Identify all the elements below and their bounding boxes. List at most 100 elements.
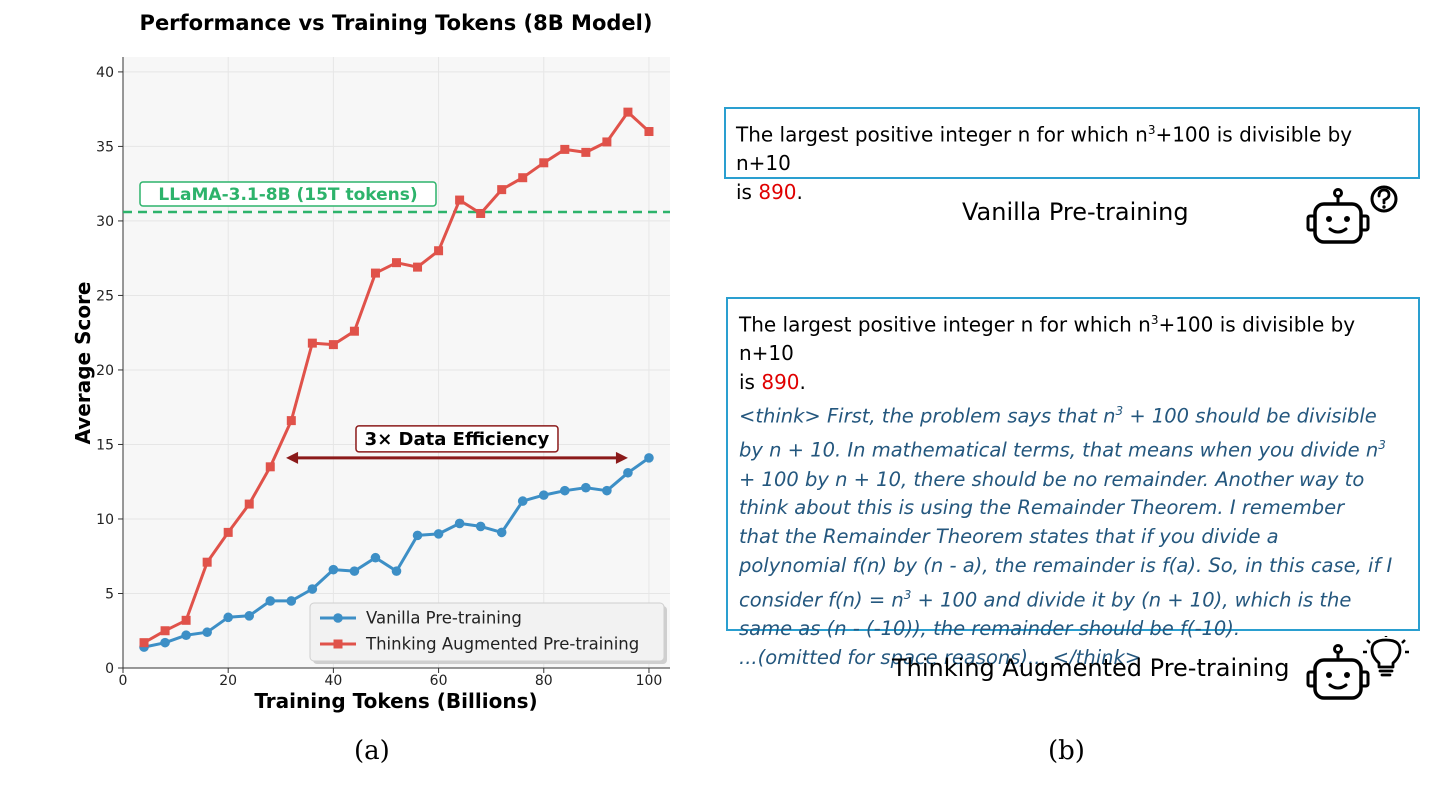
annotation-group: 3× Data Efficiency — [286, 425, 628, 464]
series-2-point — [286, 416, 296, 426]
think-line: polynomial f(n) by (n - a), the remainde… — [739, 554, 1393, 578]
series-2-point — [560, 144, 570, 154]
series-2-point — [307, 338, 317, 348]
series-2-point — [518, 173, 528, 183]
x-tick-label: 20 — [219, 673, 237, 689]
series-1-point — [433, 529, 444, 539]
thinking-output-line1: The largest positive integer n for which… — [739, 312, 1356, 366]
thinking-output-box: The largest positive integer n for which… — [726, 297, 1420, 669]
series-2-point — [434, 246, 444, 256]
series-1-point — [160, 637, 170, 648]
ticks: 0 20 40 60 80 100 0 5 10 15 20 25 30 35 40 — [96, 65, 662, 689]
series-2-point — [497, 185, 507, 195]
series-2-point — [644, 127, 654, 137]
think-line: same as (n - (-10)), the remainder shoul… — [739, 617, 1241, 641]
chart: Performance vs Training Tokens (8B Model… — [71, 11, 670, 713]
annotation-arrow-head-right — [615, 451, 628, 464]
think-line: by n + 10. In mathematical terms, that m… — [739, 438, 1386, 462]
vanilla-label: Vanilla Pre-training — [962, 198, 1189, 226]
legend-swatch-marker — [333, 639, 343, 649]
series-1-point — [265, 596, 276, 606]
series-1-point — [475, 521, 486, 532]
annotation-label-box — [355, 425, 559, 453]
y-tick-label: 25 — [96, 288, 114, 304]
thinking-label: Thinking Augmented Pre-training — [892, 654, 1290, 682]
legend-swatch-marker — [333, 613, 343, 623]
robot-lightbulb-icon — [1306, 636, 1409, 700]
y-tick-label: 30 — [96, 214, 114, 230]
series-2-point — [265, 462, 275, 472]
think-line: that the Remainder Theorem states that i… — [739, 525, 1279, 549]
think-line: consider f(n) = n3 + 100 and divide it b… — [739, 587, 1352, 612]
legend-box — [309, 602, 665, 662]
series-1-point — [538, 490, 549, 500]
chart-title: Performance vs Training Tokens (8B Model… — [140, 11, 653, 35]
caption-b: (b) — [1048, 736, 1085, 766]
x-tick-label: 100 — [636, 673, 663, 689]
series-1-point — [244, 611, 255, 621]
vanilla-answer: 890 — [758, 180, 797, 205]
think-line: ...(omitted for space reasons)... </thin… — [739, 645, 1142, 669]
series-2-point — [160, 626, 170, 636]
series-1-point — [307, 584, 318, 594]
caption-a: (a) — [354, 736, 390, 766]
y-axis-label: Average Score — [71, 282, 95, 445]
series-2-point — [623, 107, 633, 117]
series-2-point — [392, 258, 401, 268]
think-line: <think> First, the problem says that n3 … — [739, 404, 1377, 428]
robot-question-icon — [1306, 185, 1398, 244]
reference-line-label-box — [139, 181, 437, 207]
x-tick-label: 60 — [430, 673, 448, 689]
think-line: think about this is using the Remainder … — [739, 496, 1345, 520]
y-tick-label: 5 — [105, 586, 114, 602]
series-1-point — [623, 467, 633, 478]
series-1-point — [581, 482, 591, 493]
series-1-point — [391, 566, 402, 576]
series-2-point — [244, 499, 254, 509]
axes — [122, 57, 670, 669]
series-2-point — [539, 158, 549, 168]
x-axis-label: Training Tokens (Billions) — [254, 689, 537, 713]
vanilla-output-line2: is 890. — [736, 180, 803, 205]
x-tick-label: 0 — [119, 673, 128, 689]
vanilla-output-box: The largest positive integer n for which… — [724, 107, 1420, 204]
series-2-point — [328, 340, 338, 350]
series-2-point — [602, 137, 612, 147]
reference-line-label: LLaMA-3.1-8B (15T tokens) — [158, 185, 417, 205]
legend: Vanilla Pre-training Thinking Augmented P… — [309, 602, 667, 664]
series-1-point — [181, 630, 191, 641]
series-1-point — [454, 518, 465, 529]
reference-line-group: LLaMA-3.1-8B (15T tokens) — [123, 181, 670, 214]
series-2-point — [139, 638, 149, 648]
series-1-point — [202, 627, 212, 638]
y-tick-label: 20 — [96, 363, 114, 379]
series-1-point — [328, 564, 339, 575]
y-tick-label: 0 — [105, 661, 114, 677]
annotation-arrow-head-left — [286, 451, 299, 464]
annotation-label: 3× Data Efficiency — [365, 429, 550, 450]
thinking-answer: 890 — [761, 370, 800, 395]
legend-label: Thinking Augmented Pre-training — [365, 635, 639, 654]
series-1-point — [644, 453, 654, 463]
series-2-point — [455, 195, 465, 205]
series-1-point — [560, 485, 570, 496]
series-1-point — [223, 612, 233, 623]
series-2-point — [181, 615, 191, 625]
series-1-point — [517, 496, 528, 506]
series-1-point — [602, 485, 612, 496]
series-1-point — [496, 527, 507, 538]
series-2-point — [349, 326, 359, 336]
x-tick-label: 80 — [535, 673, 553, 689]
y-tick-label: 35 — [96, 139, 114, 155]
series-2-point — [202, 557, 212, 567]
series-1-point — [370, 552, 381, 563]
series-1-point — [349, 566, 360, 576]
think-trace: <think> First, the problem says that n3 … — [739, 397, 1407, 673]
series-2-point — [370, 268, 380, 278]
series-2-point — [413, 262, 423, 272]
y-tick-label: 15 — [96, 437, 114, 453]
x-tick-label: 40 — [324, 673, 342, 689]
series-group — [139, 107, 654, 652]
plot-area — [123, 57, 670, 668]
series-1-point — [286, 596, 297, 606]
